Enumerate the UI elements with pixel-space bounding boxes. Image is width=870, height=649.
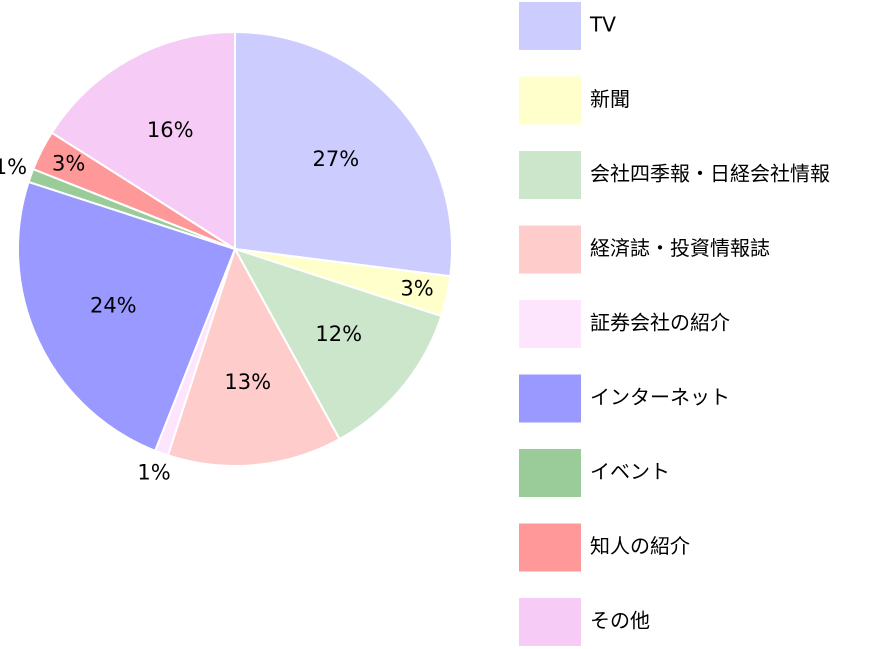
legend-swatch-8 bbox=[519, 598, 581, 646]
legend-label-6: イベント bbox=[590, 460, 670, 484]
legend-swatch-4 bbox=[519, 300, 581, 348]
pie-value-label-6: 1% bbox=[0, 155, 27, 179]
legend-swatch-0 bbox=[519, 2, 581, 50]
legend-item-4: 証券会社の紹介 bbox=[519, 300, 730, 348]
legend-item-1: 新聞 bbox=[519, 76, 630, 125]
pie-value-label-4: 1% bbox=[137, 461, 170, 485]
pie-slice-8 bbox=[50, 30, 236, 251]
pie-value-label-8: 16% bbox=[147, 118, 194, 142]
legend-item-3: 経済誌・投資情報誌 bbox=[519, 225, 770, 274]
pie-value-label-0: 27% bbox=[313, 147, 360, 171]
legend: TV 新聞会社四季報・日経会社情報経済誌・投資情報誌証券会社の紹介インターネットイ… bbox=[519, 2, 830, 646]
legend-swatch-7 bbox=[519, 523, 581, 572]
pie-value-label-3: 13% bbox=[224, 370, 271, 394]
legend-label-2: 会社四季報・日経会社情報 bbox=[590, 162, 830, 186]
legend-item-2: 会社四季報・日経会社情報 bbox=[519, 151, 830, 199]
legend-swatch-6 bbox=[519, 449, 581, 497]
legend-swatch-3 bbox=[519, 225, 581, 274]
legend-swatch-5 bbox=[519, 374, 581, 423]
legend-item-5: インターネット bbox=[519, 374, 730, 423]
legend-item-6: イベント bbox=[519, 449, 670, 497]
legend-item-8: その他 bbox=[519, 598, 650, 646]
legend-label-1: 新聞 bbox=[590, 87, 630, 111]
legend-item-7: 知人の紹介 bbox=[519, 523, 690, 572]
pie-value-label-1: 3% bbox=[400, 277, 433, 301]
legend-label-0: TV bbox=[589, 13, 616, 37]
legend-label-7: 知人の紹介 bbox=[590, 534, 690, 558]
legend-label-4: 証券会社の紹介 bbox=[590, 311, 730, 335]
legend-label-3: 経済誌・投資情報誌 bbox=[590, 236, 770, 260]
legend-swatch-2 bbox=[519, 151, 581, 199]
pie-value-label-5: 24% bbox=[90, 293, 137, 317]
pie-slice-3 bbox=[166, 246, 341, 467]
pie-value-label-2: 12% bbox=[315, 322, 362, 346]
legend-swatch-1 bbox=[519, 76, 581, 125]
pie-slice-5 bbox=[17, 180, 237, 453]
pie-slice-2 bbox=[232, 247, 443, 441]
legend-item-0: TV bbox=[519, 2, 616, 50]
pie-value-label-7: 3% bbox=[52, 151, 85, 175]
pie-value-labels: 27% 3% 12% 13% 1% 24% 1% 3% 16% bbox=[0, 118, 434, 485]
legend-label-5: インターネット bbox=[590, 385, 730, 409]
pie-slices bbox=[17, 30, 453, 467]
legend-label-8: その他 bbox=[590, 609, 650, 633]
pie-slice-0 bbox=[234, 30, 453, 278]
